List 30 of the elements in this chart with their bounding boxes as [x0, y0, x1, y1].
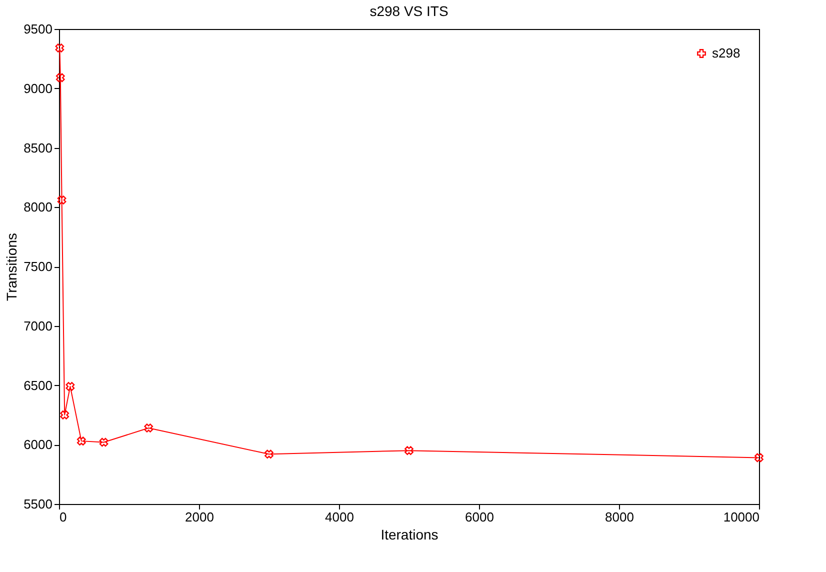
- point: [144, 424, 154, 432]
- point: [76, 436, 86, 446]
- point: [57, 196, 66, 204]
- point: [404, 446, 414, 455]
- point: [55, 44, 64, 52]
- y-tick-label: 7000: [24, 318, 52, 334]
- legend-label: s298: [712, 46, 740, 60]
- point: [264, 450, 274, 459]
- x-tick-label: 8000: [605, 510, 634, 524]
- x-tick-label: 0: [60, 510, 67, 524]
- y-tick-label: 6500: [24, 378, 52, 393]
- y-axis-title: Transitions: [4, 233, 20, 301]
- y-tick-label: 8000: [24, 200, 52, 215]
- point: [754, 453, 764, 462]
- point: [99, 438, 108, 447]
- y-tick-label: 9000: [24, 80, 52, 96]
- point: [66, 382, 75, 391]
- x-tick-label: 10000: [723, 510, 760, 524]
- x-axis-title: Iterations: [380, 526, 438, 542]
- y-tick-label: 9500: [24, 22, 52, 36]
- y-tick-label: 6000: [24, 437, 52, 452]
- y-tick-label: 5500: [24, 496, 52, 512]
- x-tick-label: 6000: [465, 510, 494, 524]
- y-tick-label: 7500: [24, 259, 52, 274]
- x-tick-label: 4000: [325, 510, 354, 524]
- point: [60, 410, 70, 420]
- y-tick-label: 8500: [24, 140, 52, 156]
- point: [56, 73, 65, 82]
- chart-title: s298 VS ITS: [370, 3, 448, 19]
- x-tick-label: 2000: [185, 510, 214, 524]
